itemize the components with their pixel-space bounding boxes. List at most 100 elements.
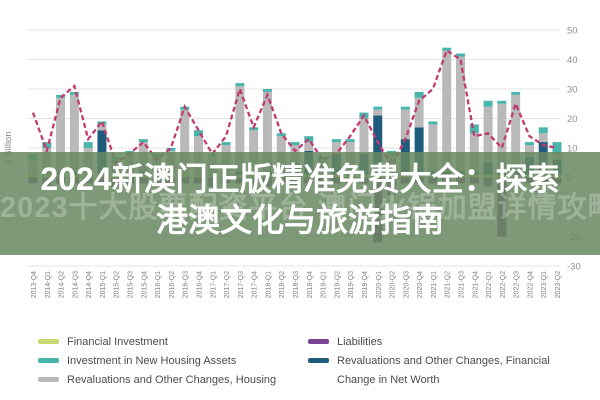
bar-segment bbox=[455, 53, 465, 57]
x-axis-tick-label: 2017-Q1 bbox=[210, 271, 217, 298]
x-axis-tick-label: 2018-Q2 bbox=[279, 271, 286, 298]
bar-segment bbox=[455, 56, 465, 172]
bar-segment bbox=[373, 109, 383, 116]
bar-segment bbox=[221, 142, 231, 146]
bar-segment bbox=[483, 100, 493, 107]
color-swatch-icon bbox=[308, 339, 329, 344]
bar-segment bbox=[304, 136, 314, 143]
legend-column-right: Liabilities Revaluations and Other Change… bbox=[308, 332, 550, 389]
x-axis-tick-label: 2020-Q4 bbox=[417, 271, 424, 298]
legend-label: Revaluations and Other Changes, Financia… bbox=[337, 354, 550, 367]
bar-segment bbox=[524, 145, 534, 157]
bar-segment bbox=[400, 106, 410, 110]
legend-item: Financial Investment bbox=[38, 332, 276, 351]
bar-segment bbox=[331, 142, 341, 154]
x-axis-tick-label: 2014-Q2 bbox=[59, 271, 66, 298]
x-axis-tick-label: 2019-Q2 bbox=[334, 271, 341, 298]
bar-segment bbox=[249, 130, 259, 172]
x-axis-tick-label: 2021-Q2 bbox=[445, 271, 452, 298]
x-axis-tick-label: 2018-Q1 bbox=[265, 271, 272, 298]
bar-segment bbox=[290, 142, 300, 146]
bar-segment bbox=[400, 109, 410, 140]
color-swatch-icon bbox=[308, 358, 329, 363]
x-axis-tick-label: 2023-Q1 bbox=[541, 271, 548, 298]
bar-segment bbox=[442, 50, 452, 172]
bar-segment bbox=[235, 86, 245, 172]
bar-segment bbox=[497, 100, 507, 104]
x-axis-tick-label: 2014-Q4 bbox=[86, 271, 93, 298]
x-axis-tick-label: 2022-Q3 bbox=[514, 271, 521, 298]
bar-segment bbox=[69, 91, 79, 95]
bar-segment bbox=[414, 97, 424, 128]
y-axis-tick-label: 40 bbox=[567, 55, 578, 66]
bar-segment bbox=[373, 115, 383, 175]
x-axis-tick-label: 2015-Q2 bbox=[114, 271, 121, 298]
bar-segment bbox=[83, 142, 93, 148]
bar-segment bbox=[180, 109, 190, 175]
x-axis-tick-label: 2017-Q2 bbox=[224, 271, 231, 298]
x-axis-tick-label: 2015-Q1 bbox=[100, 271, 107, 298]
x-axis-tick-label: 2017-Q4 bbox=[252, 271, 259, 298]
bar-segment bbox=[235, 83, 245, 87]
x-axis-tick-label: 2014-Q1 bbox=[45, 271, 52, 298]
legend-item: Revaluations and Other Changes, Housing bbox=[38, 370, 276, 389]
y-axis-tick-label: 50 bbox=[567, 25, 578, 36]
x-axis-tick-label: 2023-Q2 bbox=[555, 271, 562, 298]
x-axis-tick-label: 2018-Q4 bbox=[307, 271, 314, 298]
x-axis-tick-label: 2021-Q1 bbox=[431, 271, 438, 298]
x-axis-tick-label: 2022-Q2 bbox=[500, 271, 507, 298]
bar-segment bbox=[345, 139, 355, 143]
color-swatch-icon bbox=[38, 339, 59, 344]
x-axis-tick-label: 2021-Q3 bbox=[458, 271, 465, 298]
x-axis-tick-label: 2015-Q3 bbox=[128, 271, 135, 298]
x-axis-tick-label: 2016-Q1 bbox=[155, 271, 162, 298]
bar-segment bbox=[359, 118, 369, 154]
legend-item: Change in Net Worth bbox=[308, 370, 550, 389]
y-axis-title: € Billion bbox=[3, 131, 14, 164]
bar-segment bbox=[276, 133, 286, 137]
bar-segment bbox=[138, 139, 148, 143]
y-axis-tick-label: 30 bbox=[567, 84, 578, 95]
x-axis-tick-label: 2019-Q4 bbox=[362, 271, 369, 298]
x-axis-tick-label: 2015-Q4 bbox=[141, 271, 148, 298]
x-axis-tick-label: 2016-Q2 bbox=[169, 271, 176, 298]
x-axis-tick-label: 2021-Q4 bbox=[472, 271, 479, 298]
bar-segment bbox=[511, 94, 521, 172]
x-axis-tick-label: 2022-Q4 bbox=[527, 271, 534, 298]
bar-segment bbox=[193, 130, 203, 137]
legend-item: Revaluations and Other Changes, Financia… bbox=[308, 351, 550, 370]
bar-segment bbox=[262, 91, 272, 172]
x-axis-tick-label: 2022-Q1 bbox=[486, 271, 493, 298]
legend-item: Liabilities bbox=[308, 332, 550, 351]
x-axis-tick-label: 2014-Q3 bbox=[72, 271, 79, 298]
x-axis-tick-label: 2016-Q4 bbox=[196, 271, 203, 298]
x-axis-tick-label: 2013-Q4 bbox=[31, 271, 38, 298]
x-axis-tick-label: 2018-Q3 bbox=[293, 271, 300, 298]
bar-segment bbox=[428, 121, 438, 125]
bar-segment bbox=[552, 142, 562, 154]
legend-item: Investment in New Housing Assets bbox=[38, 351, 276, 370]
promo-overlay-banner: 2023十大股票配资平台 澳门火锅加盟详情攻略 2024新澳门正版精准免费大全：… bbox=[0, 152, 600, 255]
y-axis-tick-label: -30 bbox=[567, 262, 581, 273]
bar-segment bbox=[524, 142, 534, 146]
overlay-title-line2: 港澳文化与旅游指南 bbox=[155, 201, 444, 238]
color-swatch-icon bbox=[38, 358, 59, 363]
bar-segment bbox=[538, 133, 548, 143]
legend-label: Revaluations and Other Changes, Housing bbox=[67, 373, 277, 386]
watermark-text: 2023十大股票配资平台 澳门火锅加盟详情攻略 bbox=[0, 192, 600, 224]
y-axis-tick-label: 10 bbox=[567, 143, 578, 154]
bar-segment bbox=[497, 103, 507, 172]
x-axis-tick-label: 2020-Q1 bbox=[376, 271, 383, 298]
bar-segment bbox=[97, 124, 107, 131]
y-axis-tick-label: 20 bbox=[567, 114, 578, 125]
x-axis-tick-label: 2019-Q3 bbox=[348, 271, 355, 298]
overlay-title-line1: 2024新澳门正版精准免费大全：探索 bbox=[40, 161, 560, 197]
bar-segment bbox=[442, 47, 452, 51]
bar-segment bbox=[262, 88, 272, 92]
x-axis-tick-label: 2016-Q3 bbox=[183, 271, 190, 298]
bar-segment bbox=[56, 97, 66, 172]
x-axis-tick-label: 2017-Q3 bbox=[238, 271, 245, 298]
bar-segment bbox=[538, 127, 548, 134]
overlay-title: 2024新澳门正版精准免费大全：探索 港澳文化与旅游指南 bbox=[0, 152, 600, 241]
